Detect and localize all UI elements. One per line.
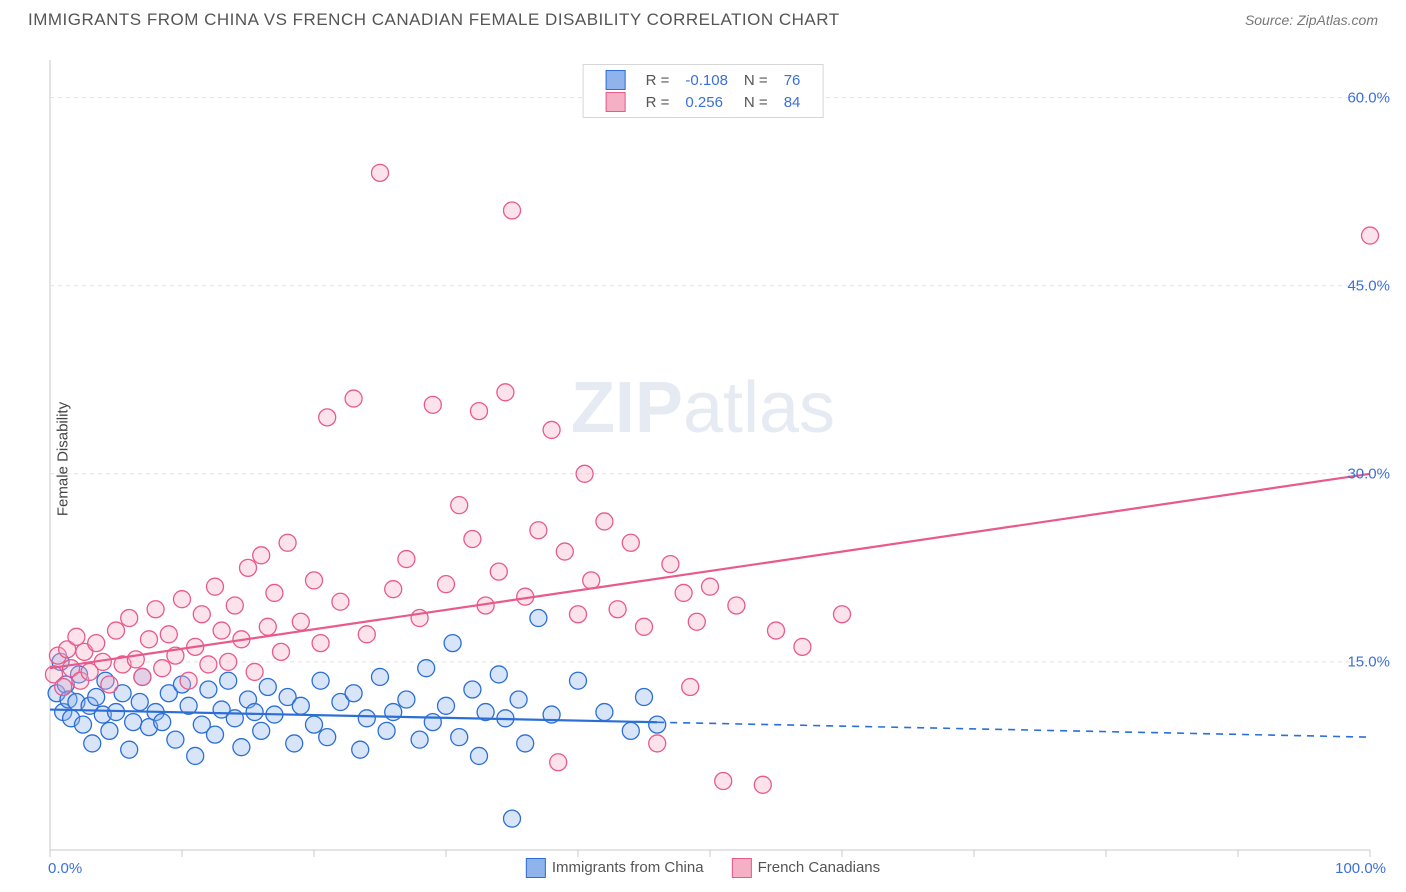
source-attribution: Source: ZipAtlas.com	[1245, 12, 1378, 28]
correlation-legend: R =-0.108N =76R =0.256N =84	[583, 64, 824, 118]
chart-title: IMMIGRANTS FROM CHINA VS FRENCH CANADIAN…	[28, 10, 840, 30]
legend-item: French Canadians	[732, 858, 881, 878]
y-tick-label: 45.0%	[1347, 277, 1390, 294]
y-axis-label: Female Disability	[55, 402, 72, 516]
chart-area: Female Disability ZIPatlas R =-0.108N =7…	[0, 34, 1406, 884]
y-tick-label: 30.0%	[1347, 465, 1390, 482]
legend-row: R =-0.108N =76	[598, 69, 809, 91]
y-tick-label: 60.0%	[1347, 89, 1390, 106]
y-tick-label: 15.0%	[1347, 653, 1390, 670]
legend-item: Immigrants from China	[526, 858, 704, 878]
legend-row: R =0.256N =84	[598, 91, 809, 113]
series-legend: Immigrants from China French Canadians	[526, 858, 880, 878]
header: IMMIGRANTS FROM CHINA VS FRENCH CANADIAN…	[0, 0, 1406, 34]
x-axis-max-label: 100.0%	[1335, 860, 1386, 877]
scatter-plot-svg	[0, 34, 1406, 884]
x-axis-min-label: 0.0%	[48, 860, 82, 877]
